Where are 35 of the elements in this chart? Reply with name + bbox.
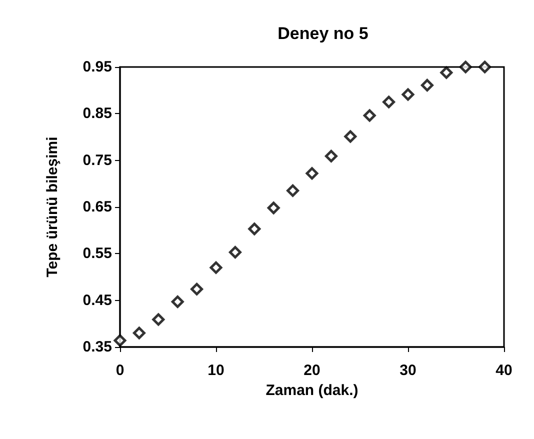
x-tick-label: 0 — [116, 362, 124, 379]
point — [248, 222, 261, 236]
point — [114, 334, 126, 347]
point — [228, 246, 242, 259]
x-tick-label: 30 — [400, 362, 416, 379]
point — [152, 313, 165, 326]
chart-title: Deney no 5 — [278, 24, 368, 43]
y-tick-label: 0.35 — [82, 338, 112, 356]
point — [382, 96, 396, 108]
point — [210, 261, 222, 274]
point — [190, 282, 204, 296]
point — [286, 184, 300, 197]
point — [440, 66, 453, 79]
x-tick-label: 20 — [304, 362, 320, 379]
point — [420, 78, 434, 92]
point — [478, 60, 492, 74]
y-tick-label: 0.85 — [82, 105, 112, 122]
x-tick-label: 40 — [496, 362, 512, 379]
y-tick-label: 0.55 — [82, 245, 112, 262]
point — [171, 295, 184, 308]
point — [402, 88, 414, 101]
y-tick-label: 0.95 — [82, 58, 112, 76]
y-tick-label: 0.45 — [82, 292, 112, 309]
point — [363, 109, 376, 122]
y-tick-label: 0.75 — [82, 152, 112, 169]
point — [344, 130, 357, 143]
point — [306, 167, 318, 180]
x-tick-label: 10 — [208, 362, 224, 379]
y-tick-label: 0.65 — [82, 198, 112, 216]
y-axis-title: Tepe ürünü bileşimi — [44, 136, 61, 278]
point — [132, 326, 146, 340]
point — [459, 60, 472, 74]
point — [267, 202, 280, 214]
point — [324, 150, 338, 162]
x-axis-title: Zaman (dak.) — [266, 382, 358, 399]
